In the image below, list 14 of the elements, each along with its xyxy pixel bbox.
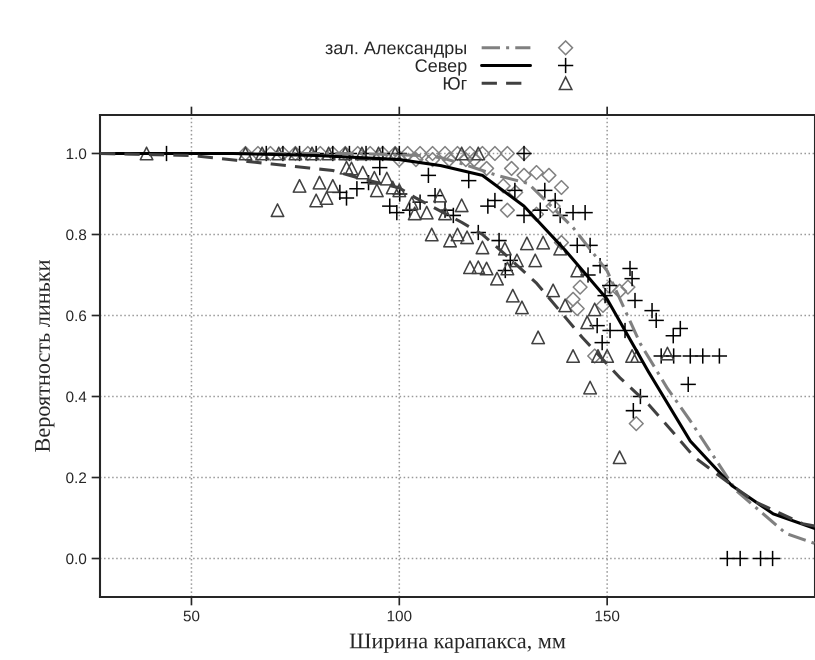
legend-label: Север bbox=[416, 59, 466, 76]
y-tick-label: 1.0 bbox=[66, 148, 86, 160]
x-axis-title: Ширина карапакса, мм bbox=[350, 634, 566, 653]
y-tick-label: 0.2 bbox=[66, 472, 86, 484]
y-tick-label: 0.6 bbox=[66, 310, 86, 322]
y-tick-label: 0.8 bbox=[66, 229, 86, 240]
y-tick-label: 0.4 bbox=[66, 391, 86, 402]
legend-label: Юг bbox=[444, 76, 467, 90]
legend-label: зал. Александры bbox=[325, 42, 466, 58]
y-axis-title: Вероятность линьки bbox=[35, 260, 54, 452]
x-tick-label: 100 bbox=[388, 610, 412, 622]
y-tick-label: 0.0 bbox=[66, 553, 86, 564]
x-tick-label: 150 bbox=[596, 610, 620, 622]
x-tick-label: 50 bbox=[184, 610, 200, 622]
